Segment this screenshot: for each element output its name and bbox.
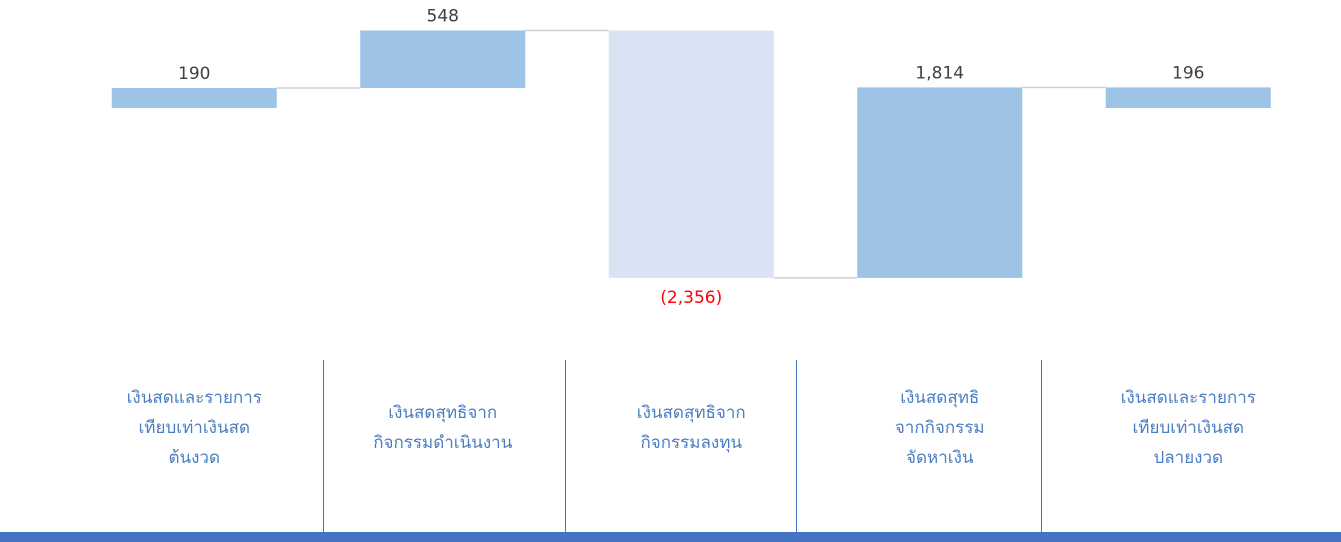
bar — [111, 88, 277, 108]
bar — [608, 30, 774, 278]
bar — [1105, 87, 1271, 108]
footer-bar — [0, 532, 1341, 542]
category-label: เงินสดสุทธิจาก กิจกรรมลงทุน — [636, 403, 746, 453]
bar — [857, 87, 1023, 278]
category-label: เงินสดและรายการ เทียบเท่าเงินสด ปลายงวด — [1120, 388, 1256, 468]
bar — [360, 30, 526, 89]
category-label: เงินสดสุทธิ จากกิจกรรม จัดหาเงิน — [894, 388, 985, 468]
value-label: (2,356) — [660, 288, 722, 308]
column-divider — [796, 360, 797, 532]
column-divider — [565, 360, 566, 532]
value-label: 190 — [178, 64, 210, 84]
category-label: เงินสดสุทธิจาก กิจกรรมดำเนินงาน — [373, 403, 513, 453]
value-label: 1,814 — [915, 63, 964, 83]
category-label: เงินสดและรายการ เทียบเท่าเงินสด ต้นงวด — [126, 388, 262, 468]
column-divider — [1041, 360, 1042, 532]
value-label: 548 — [427, 7, 459, 27]
column-divider — [323, 360, 324, 532]
value-label: 196 — [1172, 63, 1204, 83]
